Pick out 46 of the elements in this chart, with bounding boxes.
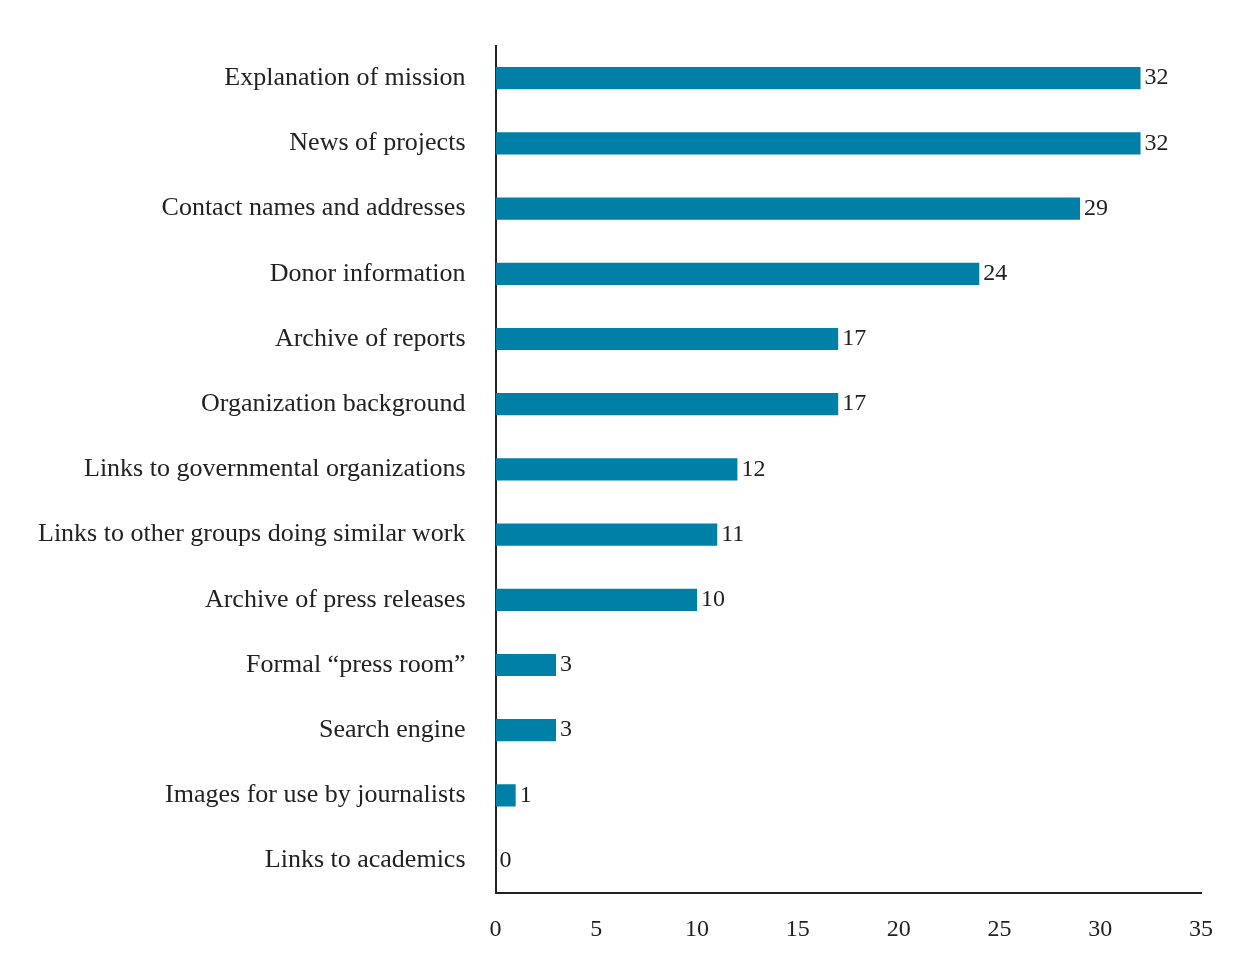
bar — [495, 327, 839, 351]
x-tick-label: 5 — [590, 914, 603, 941]
y-tick-label: Explanation of mission — [224, 62, 466, 92]
y-tick-label: Archive of press releases — [204, 583, 466, 613]
y-tick-label: Archive of reports — [274, 322, 466, 352]
bar — [495, 393, 839, 416]
y-tick-label: Search engine — [318, 714, 466, 744]
x-tick-label: 25 — [987, 914, 1012, 941]
bar — [495, 588, 698, 611]
data-label: 12 — [741, 454, 766, 481]
data-label: 17 — [842, 389, 867, 416]
bar — [495, 784, 516, 807]
y-tick-label: Images for use by journalists — [165, 779, 466, 809]
x-tick-label: 30 — [1088, 914, 1113, 941]
x-tick-label: 20 — [886, 914, 911, 941]
x-tick-label: 15 — [785, 914, 810, 941]
bar — [495, 653, 556, 677]
data-label: 24 — [983, 259, 1008, 286]
y-tick-label: Organization background — [201, 388, 466, 418]
bar — [495, 197, 1081, 220]
bar — [495, 523, 718, 546]
bar — [495, 67, 1141, 90]
x-tick-label: 35 — [1189, 914, 1213, 941]
data-label: 0 — [499, 845, 512, 872]
y-tick-label: Links to governmental organizations — [84, 453, 466, 483]
data-label: 32 — [1144, 63, 1169, 90]
data-label: 10 — [701, 585, 726, 612]
bar — [495, 132, 1141, 155]
data-label: 11 — [721, 519, 745, 546]
data-label: 1 — [519, 780, 532, 807]
y-tick-label: Contact names and addresses — [161, 192, 466, 222]
y-tick-label: Formal “press room” — [246, 648, 466, 678]
y-tick-label: Donor information — [269, 257, 466, 287]
data-label: 3 — [559, 715, 572, 742]
bar — [495, 262, 980, 285]
x-tick-label: 10 — [685, 914, 710, 941]
bar — [495, 458, 738, 481]
data-label: 29 — [1084, 193, 1109, 220]
data-label: 17 — [842, 324, 867, 351]
x-tick-label: 0 — [489, 914, 502, 941]
y-tick-label: Links to other groups doing similar work — [38, 518, 466, 548]
y-tick-label: News of projects — [289, 127, 466, 157]
data-label: 32 — [1144, 128, 1169, 155]
bar — [495, 719, 556, 742]
y-tick-label: Links to academics — [264, 844, 466, 874]
data-label: 3 — [559, 650, 572, 677]
